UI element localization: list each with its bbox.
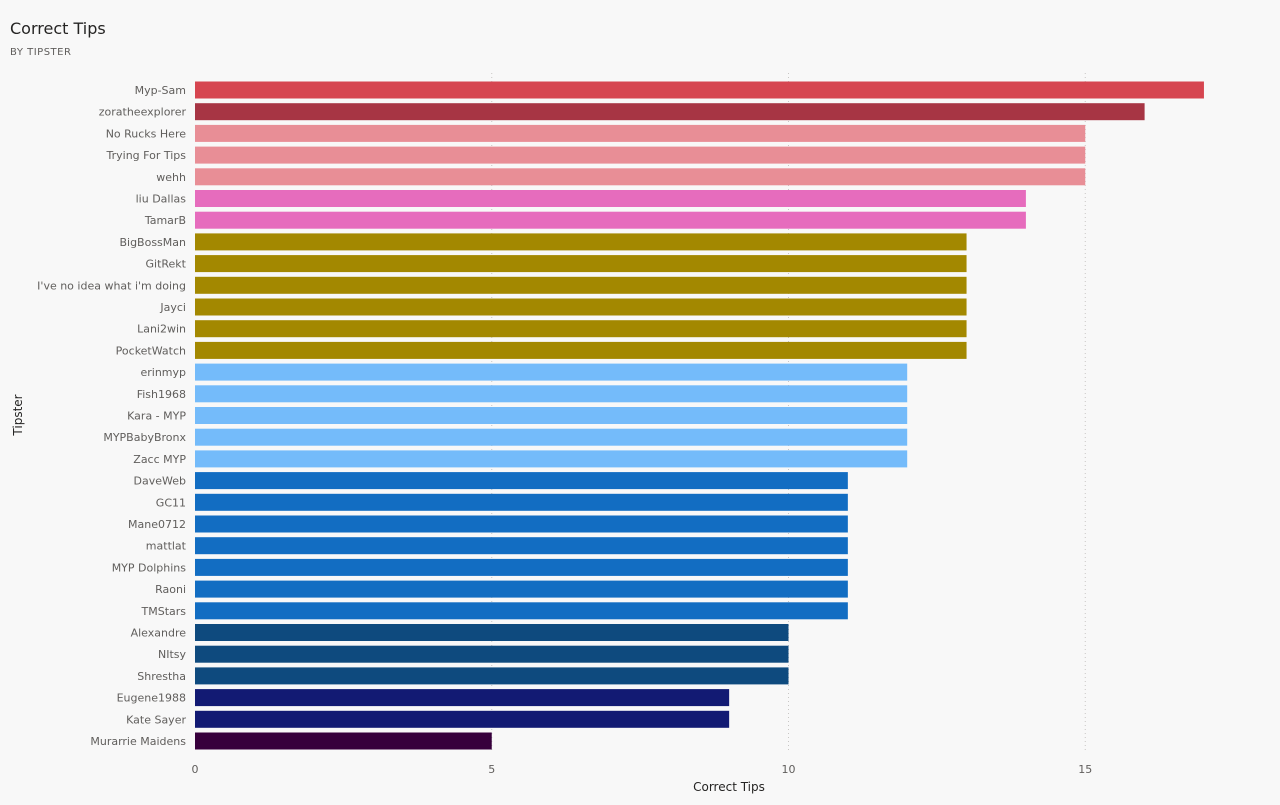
y-tick-label: erinmyp <box>140 366 186 379</box>
x-tick-label: 5 <box>488 763 495 776</box>
y-tick-label: No Rucks Here <box>106 127 187 140</box>
chart-title: Correct Tips <box>10 19 106 38</box>
y-tick-label: Fish1968 <box>137 388 186 401</box>
bar <box>195 472 848 490</box>
y-tick-label: MYPBabyBronx <box>103 431 186 444</box>
y-tick-label: BigBossMan <box>119 236 186 249</box>
bar <box>195 233 967 251</box>
y-tick-label: GC11 <box>156 496 186 509</box>
bar <box>195 276 967 294</box>
y-tick-label: Mane0712 <box>128 518 186 531</box>
y-tick-label: liu Dallas <box>136 193 187 206</box>
bar <box>195 211 1026 229</box>
bar <box>195 298 967 316</box>
x-axis-title: Correct Tips <box>693 780 765 794</box>
bar <box>195 689 730 707</box>
y-tick-label: mattlat <box>146 540 187 553</box>
y-tick-label: Raoni <box>155 583 186 596</box>
bar <box>195 103 1145 121</box>
y-tick-label: GitRekt <box>146 258 187 271</box>
bar <box>195 385 908 403</box>
y-tick-label: NItsy <box>158 648 187 661</box>
bar <box>195 667 789 685</box>
bar <box>195 190 1026 207</box>
chart-subtitle: BY TIPSTER <box>10 47 72 58</box>
bar <box>195 341 967 359</box>
y-tick-label: Shrestha <box>137 670 186 683</box>
y-tick-label: wehh <box>156 171 186 184</box>
y-tick-label: Murarrie Maidens <box>90 735 186 748</box>
y-tick-label: TMStars <box>141 605 187 618</box>
bar <box>195 732 492 750</box>
bar <box>195 81 1204 99</box>
y-tick-label: Alexandre <box>131 627 187 640</box>
bar <box>195 407 908 424</box>
bar <box>195 515 848 533</box>
y-tick-label: Kate Sayer <box>126 713 186 726</box>
bar <box>195 537 848 555</box>
y-tick-label: zoratheexplorer <box>99 106 187 119</box>
bar <box>195 493 848 511</box>
x-tick-label: 15 <box>1078 763 1092 776</box>
bar <box>195 645 789 663</box>
y-tick-label: TamarB <box>144 214 186 227</box>
y-tick-label: I've no idea what i'm doing <box>37 279 186 292</box>
bar <box>195 320 967 338</box>
bar <box>195 124 1086 142</box>
bar <box>195 602 848 620</box>
y-tick-label: Jayci <box>159 301 186 314</box>
y-tick-label: Lani2win <box>137 323 186 336</box>
y-tick-label: MYP Dolphins <box>112 561 187 574</box>
x-tick-label: 0 <box>192 763 199 776</box>
bar <box>195 255 967 273</box>
bar <box>195 168 1086 186</box>
bar <box>195 363 908 381</box>
y-tick-label: Trying For Tips <box>106 149 187 162</box>
bar <box>195 146 1086 164</box>
y-tick-label: Zacc MYP <box>133 453 186 466</box>
y-tick-label: DaveWeb <box>134 475 186 488</box>
bar <box>195 450 908 468</box>
bar <box>195 558 848 576</box>
y-tick-label: Eugene1988 <box>117 692 186 705</box>
bar <box>195 624 789 641</box>
y-tick-label: PocketWatch <box>116 344 186 357</box>
y-tick-label: Myp-Sam <box>135 84 186 97</box>
bar <box>195 580 848 598</box>
y-tick-label: Kara - MYP <box>127 410 186 423</box>
bar <box>195 428 908 446</box>
bar <box>195 710 730 728</box>
y-axis-title: Tipster <box>11 394 25 436</box>
x-tick-label: 10 <box>782 763 796 776</box>
